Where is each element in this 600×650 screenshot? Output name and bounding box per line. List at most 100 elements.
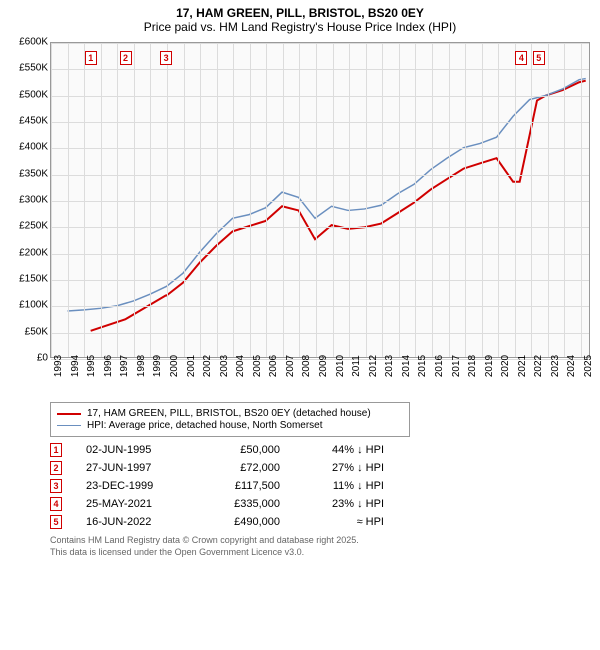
y-axis-label: £300K [6,195,48,206]
x-axis-label: 2007 [285,355,296,377]
table-row: 102-JUN-1995£50,00044% ↓ HPI [50,443,594,457]
x-axis-label: 1997 [119,355,130,377]
title-address: 17, HAM GREEN, PILL, BRISTOL, BS20 0EY [6,6,594,20]
row-date: 27-JUN-1997 [86,462,186,474]
row-diff: 11% ↓ HPI [304,480,384,492]
x-axis-label: 2009 [318,355,329,377]
gridline-h [51,69,589,70]
series-hpi [68,79,586,311]
gridline-v [134,43,135,357]
gridline-v [233,43,234,357]
gridline-h [51,254,589,255]
gridline-v [266,43,267,357]
row-diff: 44% ↓ HPI [304,444,384,456]
gridline-h [51,201,589,202]
gridline-v [366,43,367,357]
gridline-v [51,43,52,357]
chart-title: 17, HAM GREEN, PILL, BRISTOL, BS20 0EY P… [6,6,594,34]
footer-line2: This data is licensed under the Open Gov… [50,547,594,559]
gridline-v [68,43,69,357]
row-diff: ≈ HPI [304,516,384,528]
gridline-v [84,43,85,357]
row-diff: 23% ↓ HPI [304,498,384,510]
title-subtitle: Price paid vs. HM Land Registry's House … [6,20,594,34]
y-axis-label: £100K [6,300,48,311]
footer-attribution: Contains HM Land Registry data © Crown c… [50,535,594,558]
gridline-v [349,43,350,357]
row-diff: 27% ↓ HPI [304,462,384,474]
table-row: 227-JUN-1997£72,00027% ↓ HPI [50,461,594,475]
y-axis-label: £150K [6,274,48,285]
x-axis-label: 2018 [467,355,478,377]
gridline-v [316,43,317,357]
sale-marker-2: 2 [120,51,132,65]
x-axis-label: 1998 [136,355,147,377]
x-axis-label: 2019 [484,355,495,377]
x-axis-label: 1994 [70,355,81,377]
chart-lines [51,43,589,357]
gridline-v [515,43,516,357]
gridline-v [564,43,565,357]
transaction-table: 102-JUN-1995£50,00044% ↓ HPI227-JUN-1997… [50,443,594,529]
row-price: £72,000 [210,462,280,474]
gridline-v [432,43,433,357]
table-row: 323-DEC-1999£117,50011% ↓ HPI [50,479,594,493]
sale-marker-1: 1 [85,51,97,65]
x-axis-label: 2001 [186,355,197,377]
gridline-v [250,43,251,357]
gridline-v [449,43,450,357]
gridline-h [51,175,589,176]
sale-marker-4: 4 [515,51,527,65]
row-price: £490,000 [210,516,280,528]
y-axis-label: £400K [6,142,48,153]
x-axis-label: 2013 [384,355,395,377]
y-axis-label: £0 [6,353,48,364]
x-axis-label: 2004 [235,355,246,377]
gridline-v [482,43,483,357]
gridline-h [51,96,589,97]
x-axis-label: 2005 [252,355,263,377]
gridline-h [51,333,589,334]
gridline-v [399,43,400,357]
row-marker: 3 [50,479,62,493]
x-axis-label: 2003 [219,355,230,377]
gridline-v [498,43,499,357]
x-axis-label: 2022 [533,355,544,377]
gridline-h [51,306,589,307]
x-axis-label: 2016 [434,355,445,377]
y-axis-label: £50K [6,326,48,337]
gridline-v [531,43,532,357]
row-price: £117,500 [210,480,280,492]
gridline-h [51,227,589,228]
x-axis-label: 1999 [152,355,163,377]
legend-label: 17, HAM GREEN, PILL, BRISTOL, BS20 0EY (… [87,408,371,419]
sale-marker-5: 5 [533,51,545,65]
x-axis-label: 2024 [566,355,577,377]
x-axis-label: 1996 [103,355,114,377]
row-marker: 5 [50,515,62,529]
x-axis-label: 2008 [301,355,312,377]
plot-area: 1 2 3 45 [50,42,590,358]
x-axis-label: 2014 [401,355,412,377]
gridline-v [117,43,118,357]
x-axis-label: 2025 [583,355,594,377]
x-axis-label: 2006 [268,355,279,377]
x-axis-label: 2023 [550,355,561,377]
x-axis-label: 2021 [517,355,528,377]
gridline-v [101,43,102,357]
gridline-h [51,280,589,281]
row-price: £50,000 [210,444,280,456]
gridline-v [465,43,466,357]
gridline-h [51,122,589,123]
row-date: 16-JUN-2022 [86,516,186,528]
y-axis-label: £250K [6,221,48,232]
gridline-v [150,43,151,357]
sale-marker-3: 3 [160,51,172,65]
gridline-v [581,43,582,357]
legend-label: HPI: Average price, detached house, Nort… [87,420,323,431]
row-date: 25-MAY-2021 [86,498,186,510]
x-axis-label: 2010 [335,355,346,377]
y-axis-label: £200K [6,247,48,258]
table-row: 425-MAY-2021£335,00023% ↓ HPI [50,497,594,511]
y-axis-label: £450K [6,116,48,127]
